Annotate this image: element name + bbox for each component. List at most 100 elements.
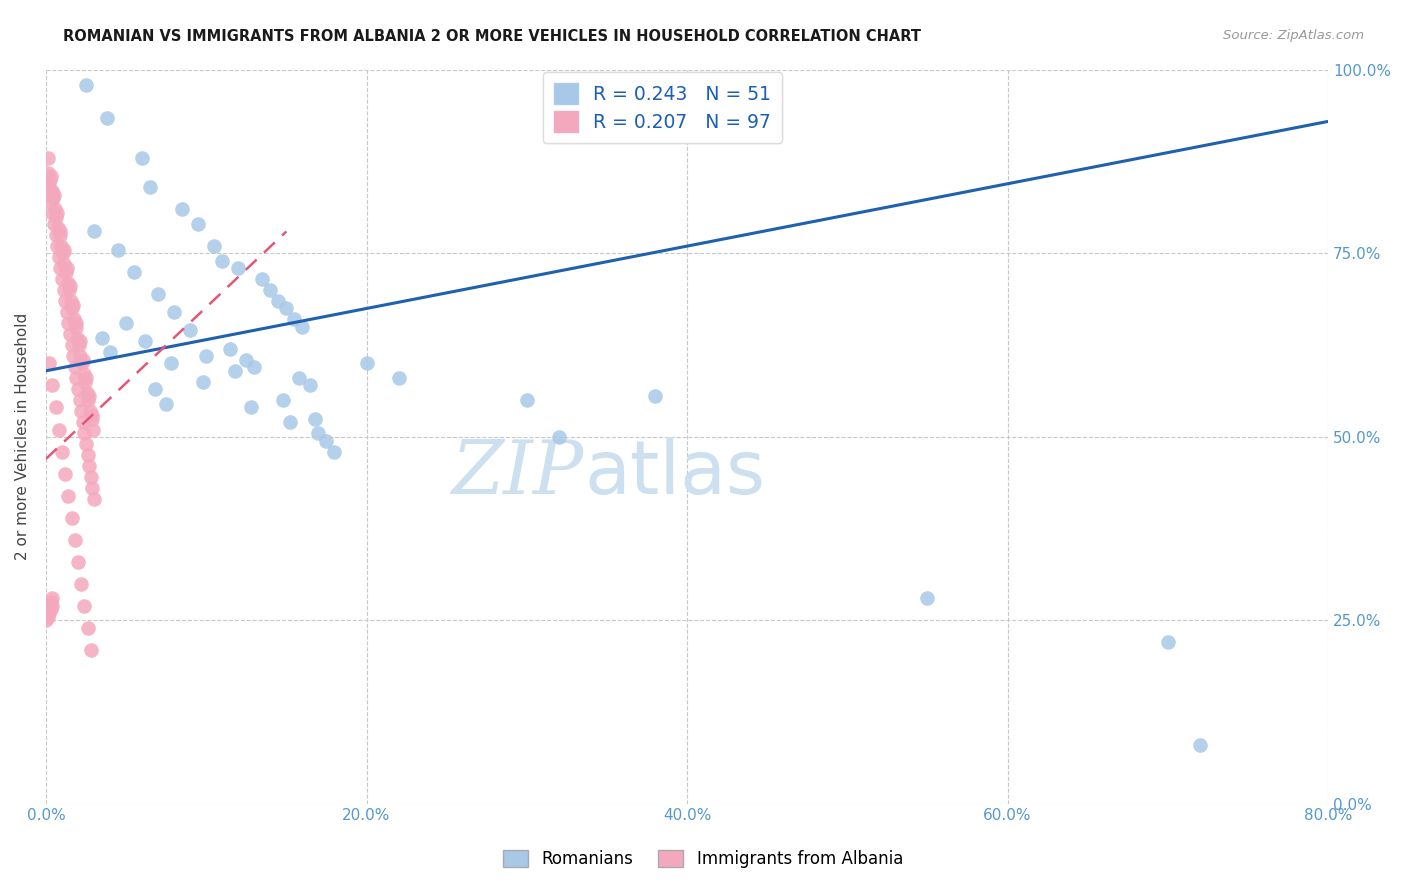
Point xyxy=(73,599,96,613)
Point xyxy=(80,411,103,425)
Point xyxy=(72,352,94,367)
Point xyxy=(45,228,67,243)
Point xyxy=(51,239,73,253)
Point xyxy=(82,481,104,495)
Point xyxy=(75,437,97,451)
Point xyxy=(46,220,69,235)
Point xyxy=(283,312,305,326)
Point xyxy=(62,301,84,316)
Point xyxy=(49,224,72,238)
Point xyxy=(77,389,100,403)
Point xyxy=(356,356,378,370)
Point xyxy=(65,319,87,334)
Point xyxy=(307,426,329,441)
Point xyxy=(219,342,242,356)
Point xyxy=(235,352,257,367)
Point xyxy=(70,404,93,418)
Text: ROMANIAN VS IMMIGRANTS FROM ALBANIA 2 OR MORE VEHICLES IN HOUSEHOLD CORRELATION : ROMANIAN VS IMMIGRANTS FROM ALBANIA 2 OR… xyxy=(63,29,921,44)
Point xyxy=(48,228,70,243)
Point xyxy=(76,621,98,635)
Point xyxy=(52,283,75,297)
Point xyxy=(63,533,86,547)
Point xyxy=(66,555,89,569)
Point xyxy=(48,250,70,264)
Point xyxy=(41,184,63,198)
Point xyxy=(131,151,153,165)
Point xyxy=(37,151,59,165)
Point xyxy=(35,606,58,620)
Point xyxy=(45,401,67,415)
Point xyxy=(387,371,409,385)
Point xyxy=(41,591,63,606)
Point xyxy=(42,217,65,231)
Point xyxy=(49,261,72,276)
Point xyxy=(211,253,233,268)
Point xyxy=(39,173,62,187)
Point xyxy=(62,349,84,363)
Point xyxy=(59,327,82,342)
Point xyxy=(160,356,183,370)
Point xyxy=(547,430,569,444)
Point xyxy=(46,206,69,220)
Point xyxy=(41,599,63,613)
Point xyxy=(39,602,62,616)
Point xyxy=(38,599,60,613)
Point xyxy=(63,360,86,375)
Point xyxy=(41,206,63,220)
Point xyxy=(1157,635,1180,649)
Point xyxy=(59,279,82,293)
Point xyxy=(53,257,76,271)
Point xyxy=(66,382,89,396)
Point xyxy=(45,210,67,224)
Point xyxy=(76,385,98,400)
Point xyxy=(191,375,214,389)
Point xyxy=(58,283,80,297)
Point xyxy=(53,467,76,481)
Point xyxy=(195,349,218,363)
Point xyxy=(46,239,69,253)
Point xyxy=(79,404,101,418)
Point xyxy=(56,261,79,276)
Point xyxy=(51,272,73,286)
Point xyxy=(83,492,105,507)
Point xyxy=(69,334,91,349)
Point xyxy=(69,393,91,408)
Point xyxy=(75,78,97,92)
Point xyxy=(202,239,225,253)
Point xyxy=(82,408,104,422)
Point xyxy=(224,364,246,378)
Point xyxy=(323,444,346,458)
Point xyxy=(65,371,87,385)
Point xyxy=(243,360,266,375)
Point xyxy=(58,316,80,330)
Point xyxy=(56,305,79,319)
Point xyxy=(259,283,281,297)
Point xyxy=(146,286,169,301)
Point xyxy=(83,224,105,238)
Point xyxy=(315,434,337,448)
Point xyxy=(52,243,75,257)
Point xyxy=(51,444,73,458)
Point xyxy=(276,301,298,316)
Point xyxy=(37,609,59,624)
Point xyxy=(278,415,301,429)
Point xyxy=(75,371,97,385)
Point xyxy=(70,576,93,591)
Point xyxy=(69,349,91,363)
Point xyxy=(304,411,326,425)
Text: atlas: atlas xyxy=(585,437,765,510)
Point xyxy=(42,191,65,205)
Point xyxy=(59,294,82,309)
Point xyxy=(39,169,62,184)
Point xyxy=(77,393,100,408)
Point xyxy=(73,426,96,441)
Point xyxy=(82,423,104,437)
Point xyxy=(134,334,156,349)
Point xyxy=(267,294,290,309)
Point xyxy=(60,510,83,524)
Text: ZIP: ZIP xyxy=(453,437,585,509)
Point xyxy=(516,393,538,408)
Point xyxy=(39,195,62,210)
Point xyxy=(80,470,103,484)
Point xyxy=(35,613,58,627)
